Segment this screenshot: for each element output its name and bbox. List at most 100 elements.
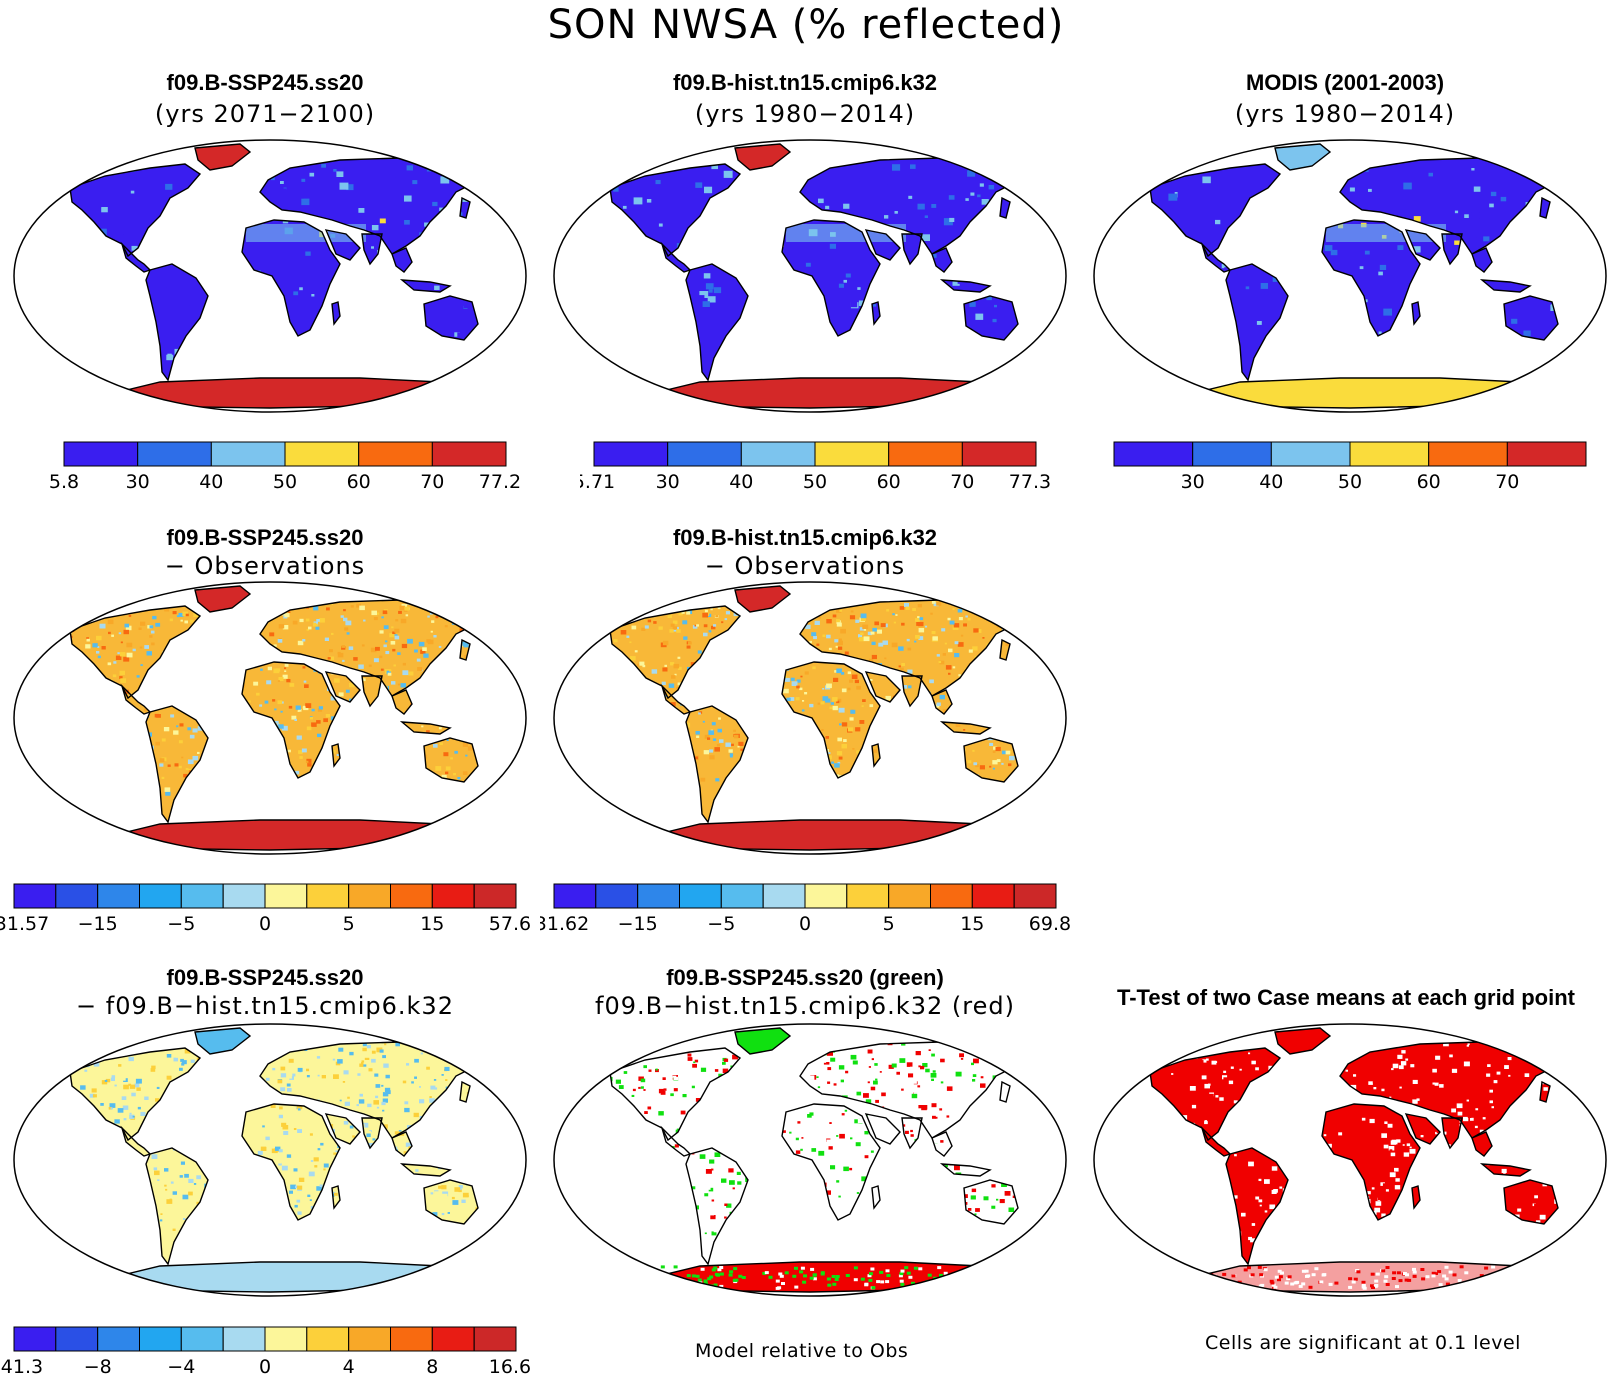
land-texture-cell [388, 217, 394, 222]
land-texture-cell [293, 1087, 298, 1091]
land-texture-cell [849, 1134, 853, 1137]
land-texture-cell [1324, 245, 1333, 252]
land-texture-cell [284, 613, 290, 618]
land-texture-cell [836, 668, 842, 674]
land-texture-cell [251, 1127, 255, 1130]
land-texture-cell [801, 709, 805, 712]
land-texture-cell [671, 675, 676, 679]
land-texture-cell [91, 1088, 97, 1093]
landmass-australia [1504, 296, 1558, 340]
land-texture-cell [637, 663, 641, 667]
land-texture-cell [402, 670, 409, 676]
land-texture-cell [153, 1167, 158, 1171]
ice-texture-cell [964, 1284, 969, 1288]
land-texture-cell [687, 641, 692, 645]
coastline-arabia [864, 671, 901, 703]
coastline-indonesia [399, 1163, 452, 1177]
land-texture-cell [308, 1084, 313, 1088]
ice-texture-cell [864, 1283, 869, 1287]
land-texture-cell [1255, 1067, 1259, 1071]
land-texture-cell [686, 611, 691, 615]
coastline-africa [241, 1103, 341, 1221]
land-texture-cell [661, 681, 666, 685]
land-texture-cell [808, 1075, 815, 1080]
ice-texture-cell [809, 1276, 814, 1280]
land-texture-cell [840, 628, 846, 634]
land-texture-cell [434, 1191, 440, 1196]
land-texture-cell [705, 283, 714, 290]
land-texture-cell [658, 626, 663, 630]
land-texture-cell [640, 1078, 646, 1083]
land-texture-cell [1435, 1055, 1441, 1060]
land-texture-cell [707, 1187, 711, 1190]
ice-texture-cell [695, 1274, 700, 1278]
land-texture-cell [709, 749, 714, 753]
land-texture-cell [825, 736, 829, 739]
land-texture-cell [1003, 1064, 1006, 1067]
land-texture-cell [791, 681, 798, 686]
ice-texture-cell [867, 1274, 872, 1278]
land-texture-cell [856, 685, 861, 690]
land-texture-cell [119, 676, 123, 679]
land-texture-cell [935, 704, 940, 708]
land-texture-cell [599, 174, 606, 179]
land-texture-cell [319, 618, 325, 623]
land-texture-cell [999, 1199, 1005, 1204]
land-texture-cell [641, 1101, 645, 1104]
land-texture-cell [54, 630, 59, 634]
land-texture-cell [280, 1087, 286, 1092]
land-texture-cell [310, 176, 319, 184]
land-texture-cell [709, 1211, 715, 1216]
land-texture-cell [721, 1203, 725, 1206]
landmass-japan [1000, 198, 1010, 218]
land-texture-cell [795, 697, 800, 701]
land-texture-cell [823, 1062, 827, 1065]
land-texture-cell [729, 299, 734, 303]
land-texture-cell [849, 1167, 853, 1171]
land-texture-cell [1173, 1082, 1180, 1088]
land-texture-cell [886, 246, 895, 253]
land-texture-cell [797, 1121, 801, 1124]
land-texture-cell [293, 1128, 297, 1130]
coastline-india [361, 1117, 383, 1150]
land-texture-cell [801, 1137, 804, 1139]
land-texture-cell [404, 234, 411, 240]
land-texture-cell [864, 1131, 869, 1135]
coastline-australia [963, 1179, 1019, 1225]
land-texture-cell [797, 1133, 802, 1137]
land-texture-cell [737, 1181, 742, 1185]
land-texture-cell [1402, 210, 1412, 217]
ice-texture-cell [868, 1272, 873, 1276]
ice-texture-cell [974, 1280, 979, 1284]
land-texture-cell [832, 614, 837, 618]
land-texture-cell [1412, 1079, 1418, 1084]
land-texture-cell [297, 1211, 302, 1215]
land-texture-cell [93, 1062, 100, 1067]
land-texture-cell [606, 1057, 610, 1060]
land-texture-cell [446, 1044, 451, 1047]
land-texture-cell [1382, 206, 1386, 210]
land-texture-cell [469, 609, 473, 613]
land-texture-cell [1447, 1047, 1452, 1051]
land-texture-cell [835, 645, 838, 648]
land-texture-cell [941, 1150, 945, 1154]
ice-texture-cell [831, 1275, 836, 1278]
land-texture-cell [290, 1184, 296, 1190]
land-texture-cell [353, 657, 358, 661]
coastline-south-america [145, 705, 209, 824]
land-texture-cell [973, 762, 978, 766]
land-texture-cell [1277, 292, 1287, 300]
land-texture-cell [799, 687, 803, 691]
land-texture-cell [838, 638, 842, 641]
landmass-australia [964, 738, 1018, 782]
land-texture-cell [804, 671, 809, 675]
land-texture-cell [865, 205, 873, 211]
land-texture-cell [270, 1104, 276, 1108]
land-texture-cell [914, 1092, 918, 1096]
land-texture-cell [938, 194, 947, 201]
land-texture-cell [187, 727, 192, 731]
land-texture-cell [299, 756, 303, 759]
land-texture-cell [838, 1195, 841, 1198]
land-texture-cell [387, 672, 392, 676]
land-texture-cell [288, 1168, 294, 1174]
